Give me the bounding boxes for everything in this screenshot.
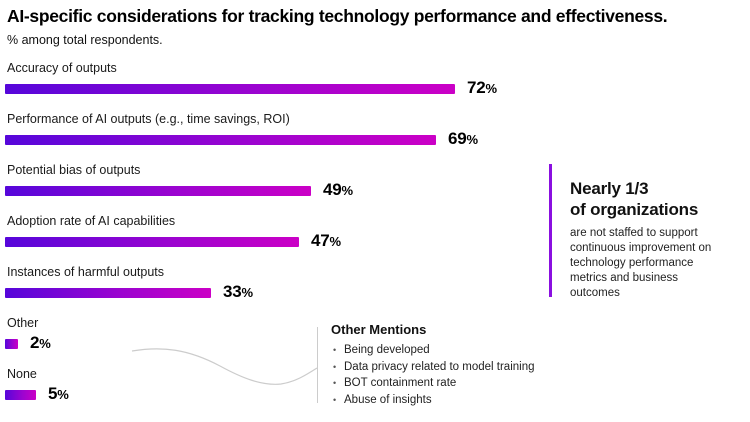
bar-value-suffix: % xyxy=(466,132,479,147)
bar-chart: Accuracy of outputs 72% Performance of AI … xyxy=(5,61,550,421)
bar-row: Performance of AI outputs (e.g., time sa… xyxy=(5,112,550,163)
other-mentions-divider xyxy=(317,327,318,403)
other-mention-item: Data privacy related to model training xyxy=(331,359,571,376)
bar-fill xyxy=(5,390,36,400)
bar-category-label: Adoption rate of AI capabilities xyxy=(7,214,176,228)
bar-value-number: 2 xyxy=(30,333,40,352)
bar-category-label: None xyxy=(7,367,37,381)
bar-value-label: 2% xyxy=(30,333,51,354)
bar-value-number: 49 xyxy=(323,180,342,199)
bar-row: Accuracy of outputs 72% xyxy=(5,61,550,112)
page-subtitle: % among total respondents. xyxy=(7,33,163,47)
bar-category-label: Accuracy of outputs xyxy=(7,61,117,75)
bar-value-number: 69 xyxy=(448,129,467,148)
other-mention-item: Being developed xyxy=(331,342,571,359)
other-mention-item: BOT containment rate xyxy=(331,375,571,392)
bar-value-suffix: % xyxy=(485,81,498,96)
other-mentions-heading: Other Mentions xyxy=(331,322,427,337)
bar-value-label: 72% xyxy=(467,78,497,99)
bar-value-number: 33 xyxy=(223,282,242,301)
bar-row: Potential bias of outputs 49% xyxy=(5,163,550,214)
bar-fill xyxy=(5,135,436,145)
callout-heading-line1: Nearly 1/3 xyxy=(570,179,649,198)
bar-row: Adoption rate of AI capabilities 47% xyxy=(5,214,550,265)
callout-body: are not staffed to support continuous im… xyxy=(570,227,712,299)
bar-category-label: Potential bias of outputs xyxy=(7,163,141,177)
stat-callout: Nearly 1/3 of organizations are not staf… xyxy=(570,178,728,301)
bar-value-label: 49% xyxy=(323,180,353,201)
bar-value-number: 72 xyxy=(467,78,486,97)
bar-value-suffix: % xyxy=(241,285,254,300)
callout-heading-line2: of organizations xyxy=(570,200,699,219)
bar-fill xyxy=(5,84,455,94)
bar-fill xyxy=(5,339,18,349)
bar-value-label: 5% xyxy=(48,384,69,405)
other-mention-item: Abuse of insights xyxy=(331,392,571,409)
bar-value-number: 5 xyxy=(48,384,58,403)
bar-row: Instances of harmful outputs 33% xyxy=(5,265,550,316)
bar-value-number: 47 xyxy=(311,231,330,250)
bar-category-label: Performance of AI outputs (e.g., time sa… xyxy=(7,112,290,126)
callout-accent-line xyxy=(549,164,552,297)
page-title: AI-specific considerations for tracking … xyxy=(7,6,668,26)
bar-value-label: 47% xyxy=(311,231,341,252)
bar-row: None 5% xyxy=(5,367,550,418)
bar-category-label: Other xyxy=(7,316,39,330)
bar-category-label: Instances of harmful outputs xyxy=(7,265,165,279)
bar-fill xyxy=(5,288,211,298)
other-mentions-panel: Other Mentions Being developedData priva… xyxy=(331,322,571,408)
bar-value-suffix: % xyxy=(57,387,69,402)
bar-value-suffix: % xyxy=(341,183,354,198)
bar-fill xyxy=(5,237,299,247)
bar-fill xyxy=(5,186,311,196)
bar-value-suffix: % xyxy=(39,336,51,351)
bar-value-label: 69% xyxy=(448,129,478,150)
curve-connector-line xyxy=(131,348,318,385)
bar-value-label: 33% xyxy=(223,282,253,303)
bar-row: Other 2% xyxy=(5,316,550,367)
bar-value-suffix: % xyxy=(329,234,342,249)
callout-heading: Nearly 1/3 of organizations xyxy=(570,178,728,220)
other-mentions-list: Being developedData privacy related to m… xyxy=(331,342,571,408)
